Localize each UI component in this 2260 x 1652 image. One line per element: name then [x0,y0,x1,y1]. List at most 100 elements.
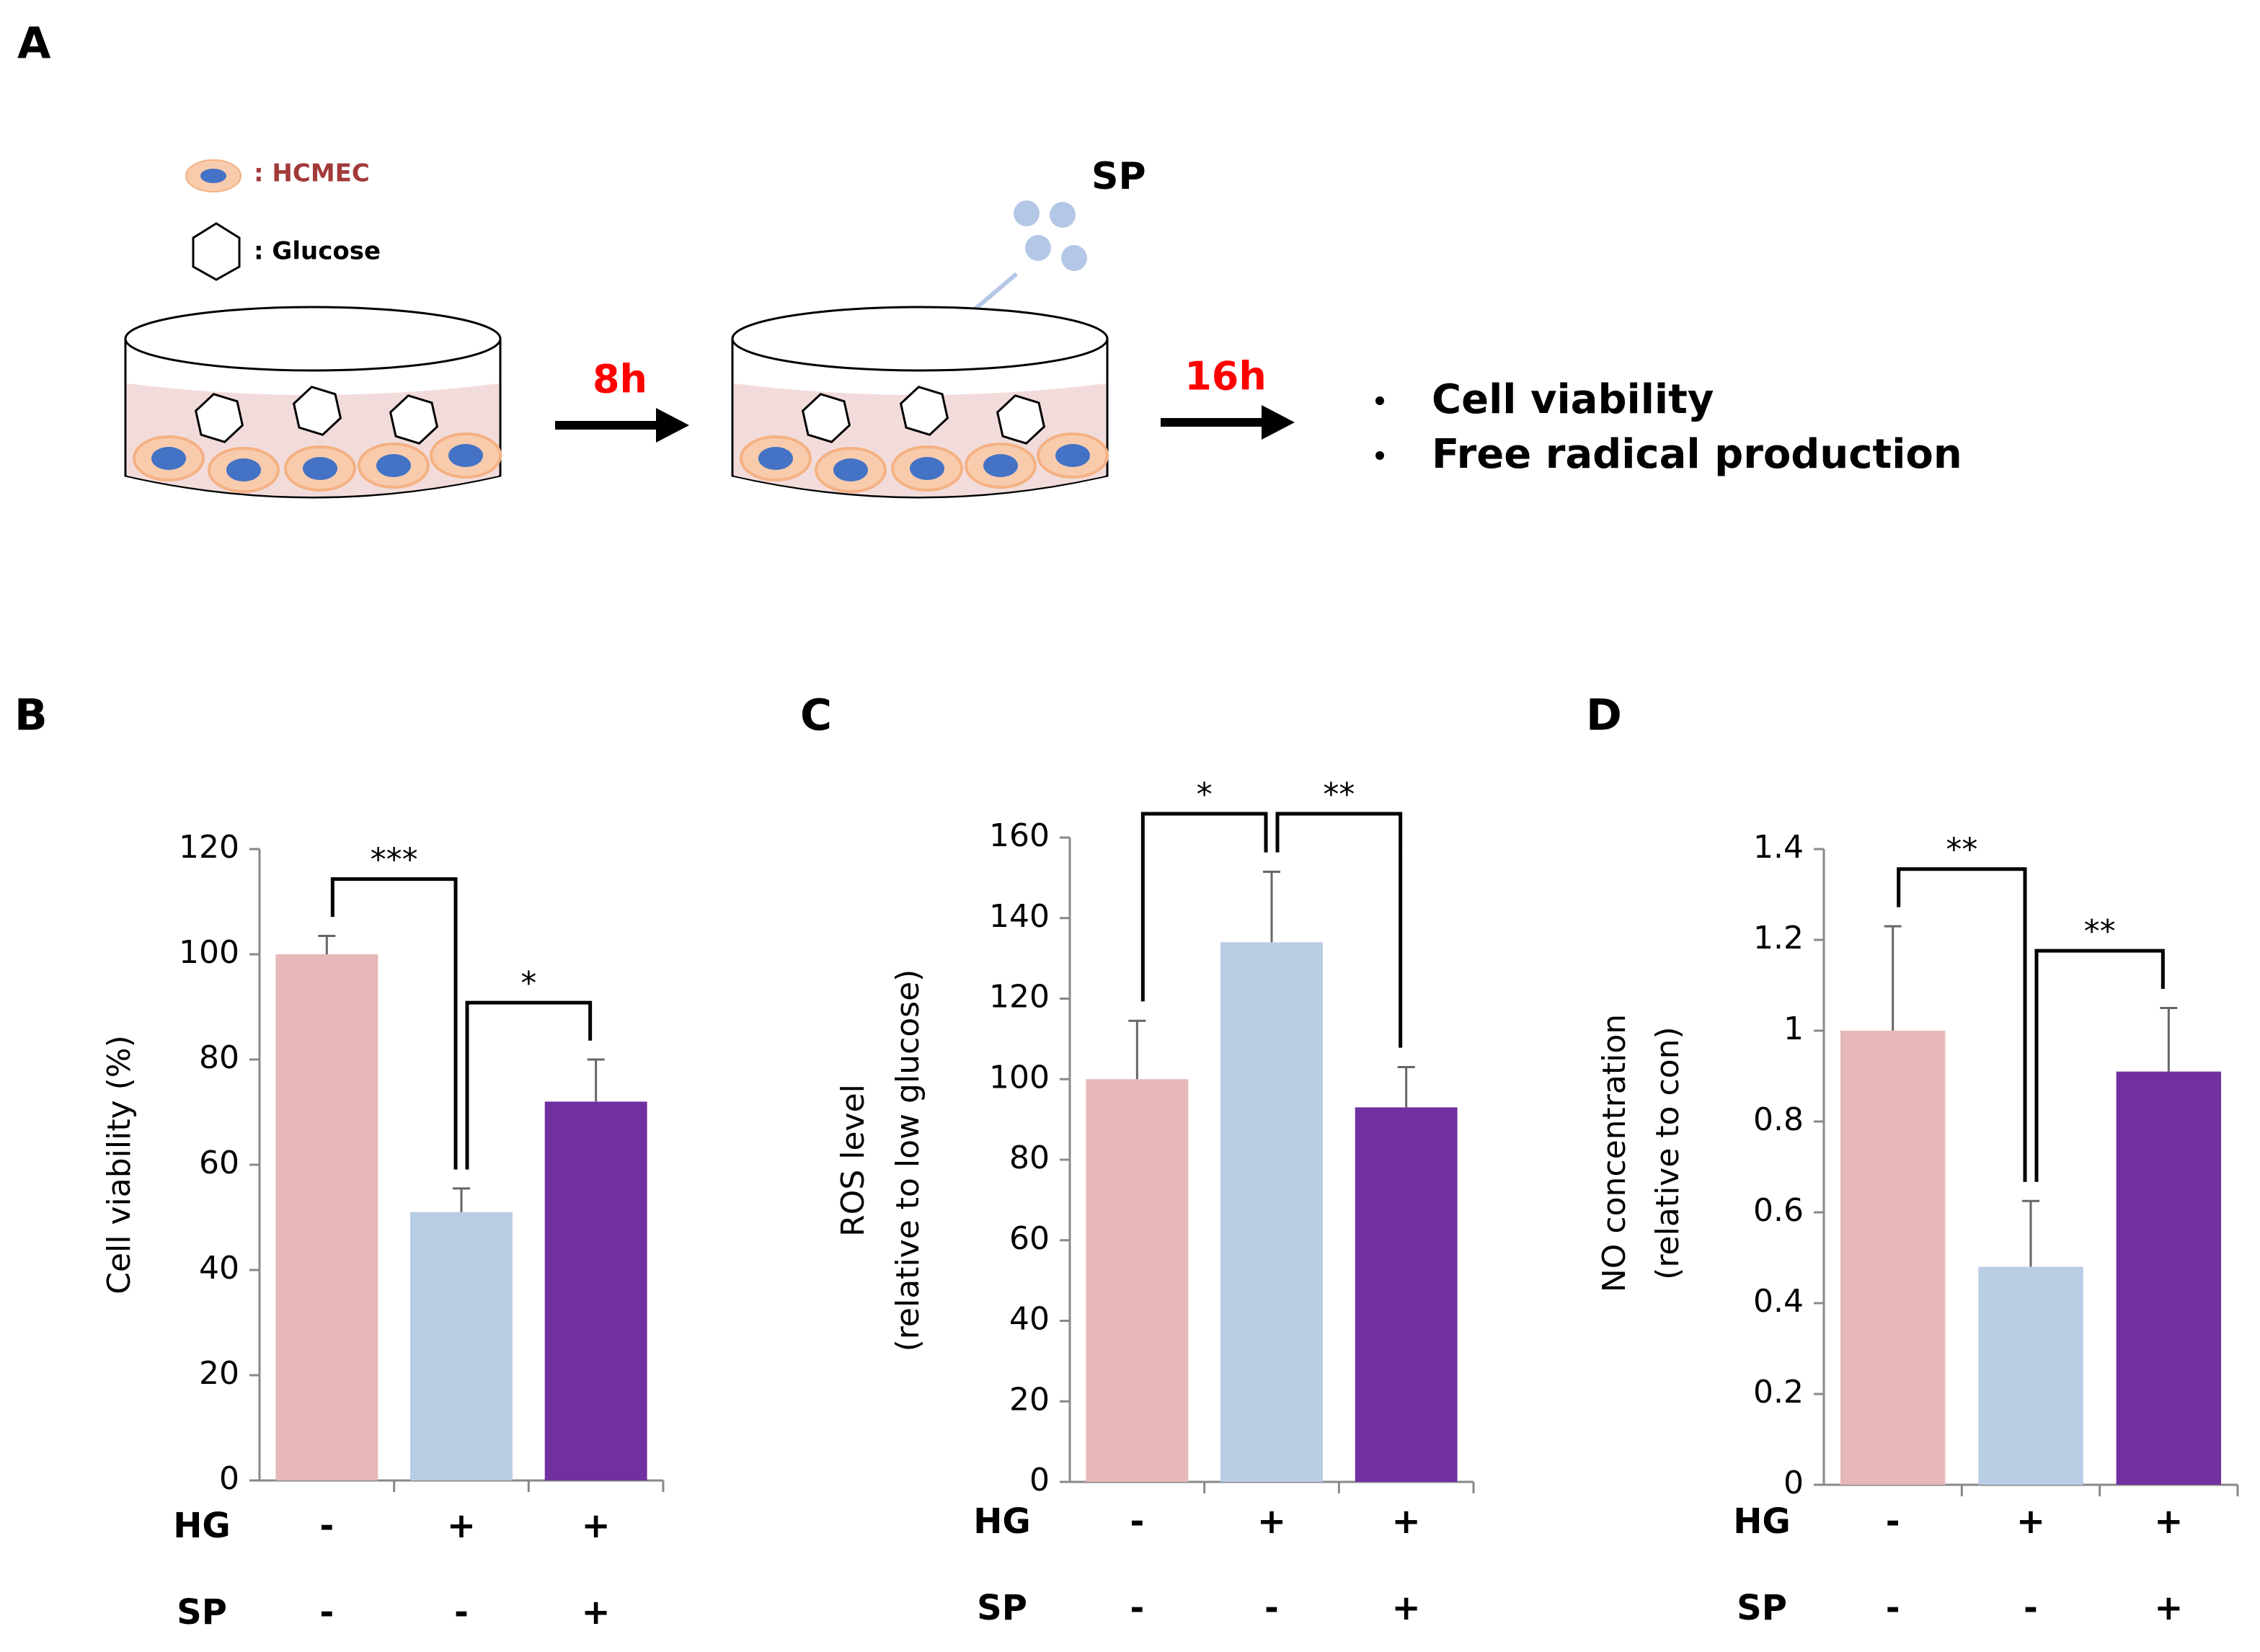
significance-bracket [1897,867,2027,1182]
arrowhead [1262,405,1295,440]
y-tick-label: 60 [1009,1220,1050,1257]
significance-bracket [1140,812,1268,1002]
error-bar [2160,1007,2178,1072]
y-tick-label: 40 [1009,1301,1050,1338]
sp-dot [1061,245,1087,271]
step-label: 8h [593,357,647,402]
y-tick-label: 100 [989,1059,1050,1096]
condition-sign: + [2154,1588,2183,1628]
nucleus [448,444,483,467]
y-tick-label: 0 [1783,1465,1804,1501]
y-tick-label: 120 [989,979,1050,1016]
y-axis-label-line: Cell viability (%) [101,1035,138,1294]
y-axis-label: Cell viability (%) [101,1035,138,1294]
bar [1978,1266,2083,1485]
y-axis-label-line: (relative to con) [1649,1026,1686,1279]
y-tick-label: 1.4 [1753,829,1804,866]
sp-dot [1014,200,1040,226]
condition-sign: - [319,1506,334,1546]
condition-name: HG [173,1506,231,1546]
bar [275,954,378,1480]
nucleus [983,454,1018,477]
bar [410,1212,513,1480]
condition-sign: - [319,1592,334,1633]
condition-sign: + [582,1506,611,1546]
nucleus [151,447,186,470]
y-tick-label: 100 [179,934,239,971]
error-bar [587,1058,605,1102]
y-tick-label: 60 [199,1145,239,1181]
nucleus [833,458,868,481]
error-bar [1128,1019,1146,1080]
panel-label: A [17,19,51,69]
condition-sign: - [1886,1588,1900,1628]
glucose [292,386,342,436]
reagent-label: SP [1091,155,1146,198]
condition-sign: + [1392,1588,1421,1628]
nucleus-icon [200,169,226,183]
significance-label: * [520,965,536,1002]
step-label: 16h [1184,354,1267,399]
sp-dot [1025,235,1051,261]
condition-sign: + [447,1506,476,1546]
significance-label: * [1197,776,1213,813]
condition-sign: + [2016,1501,2045,1542]
error-bar [2022,1199,2039,1267]
y-axis-label: ROS level (relative to low glucose) [835,969,926,1352]
bar [2116,1071,2222,1485]
y-tick-label: 120 [179,829,239,866]
y-tick-label: 40 [199,1250,239,1287]
condition-sign: + [2154,1501,2183,1542]
significance-bracket [2034,949,2165,1182]
arrowhead [656,408,689,443]
outcome: Free radical production [1432,431,1962,478]
condition-sign: + [582,1592,611,1633]
error-bar [453,1187,470,1212]
condition-name: HG [1733,1501,1791,1542]
condition-sign: + [1392,1501,1421,1542]
glucose [801,393,851,443]
significance-bracket [1275,812,1403,1048]
y-tick-label: 20 [199,1355,239,1392]
nucleus [1055,444,1090,467]
bar [544,1101,647,1480]
bullet [1375,396,1384,405]
bullet [1375,451,1384,460]
significance-bracket [465,1000,593,1170]
significance-bracket [330,877,458,1170]
condition-name: SP [1737,1588,1787,1628]
y-tick-label: 0.8 [1753,1101,1804,1138]
y-tick-label: 0 [1029,1462,1050,1498]
dish-rim [124,306,502,372]
dish-rim [731,306,1109,372]
significance-label: ** [2084,913,2116,950]
significance-label: *** [371,842,418,879]
legend-text: : HCMEC [254,159,370,188]
bar [1086,1079,1189,1482]
significance-label: ** [1323,776,1355,813]
y-tick-label: 20 [1009,1381,1050,1418]
y-tick-label: 0.4 [1753,1283,1804,1320]
bar [1840,1031,1946,1485]
panel-label: B [14,690,48,741]
nucleus [303,457,337,480]
condition-sign: - [1130,1501,1144,1542]
y-tick-label: 80 [199,1039,239,1076]
glucose [996,394,1046,445]
condition-name: SP [977,1588,1027,1628]
condition-sign: - [1886,1501,1900,1542]
nucleus [226,458,261,481]
legend-text: : Glucose [254,237,381,266]
y-tick-label: 80 [1009,1140,1050,1176]
error-bar [318,934,336,954]
y-tick-label: 1.2 [1753,920,1804,956]
nucleus [910,457,944,480]
y-tick-label: 0 [219,1460,239,1497]
y-tick-label: 1 [1783,1011,1804,1047]
bar [1220,942,1323,1482]
condition-sign: - [2024,1588,2038,1628]
condition-sign: - [1130,1588,1144,1628]
y-tick-label: 0.6 [1753,1192,1804,1229]
error-bar [1263,870,1280,943]
